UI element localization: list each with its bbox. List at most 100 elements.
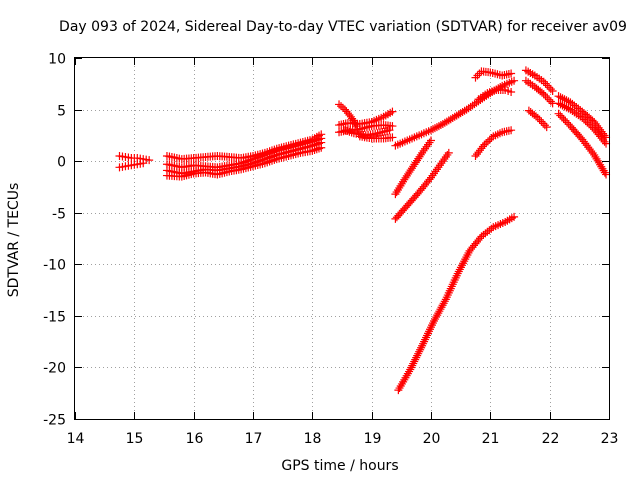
data-point bbox=[428, 125, 437, 134]
data-point bbox=[441, 153, 450, 162]
data-point bbox=[440, 297, 449, 306]
data-point bbox=[507, 88, 516, 97]
chart-title: Day 093 of 2024, Sidereal Day-to-day VTE… bbox=[59, 19, 627, 35]
data-point bbox=[537, 88, 546, 97]
data-point bbox=[413, 351, 422, 360]
data-series-24 bbox=[554, 109, 611, 179]
data-point bbox=[401, 373, 410, 382]
data-point bbox=[415, 347, 424, 356]
data-point bbox=[483, 137, 492, 146]
data-point bbox=[395, 384, 404, 393]
data-point bbox=[423, 331, 432, 340]
data-point bbox=[432, 123, 441, 132]
data-series-14 bbox=[474, 85, 516, 104]
data-point bbox=[424, 140, 433, 149]
data-series-20 bbox=[521, 76, 557, 108]
data-point bbox=[545, 95, 554, 104]
data-point bbox=[480, 140, 489, 149]
y-tick-label: -20 bbox=[43, 361, 66, 377]
data-point bbox=[444, 148, 453, 157]
data-point bbox=[424, 329, 433, 338]
data-layer bbox=[115, 66, 611, 395]
data-series-11 bbox=[355, 132, 397, 143]
data-point bbox=[600, 137, 609, 146]
data-point bbox=[388, 107, 397, 116]
data-series-18 bbox=[394, 212, 519, 395]
data-point bbox=[419, 146, 428, 155]
data-point bbox=[437, 159, 446, 168]
data-point bbox=[539, 77, 548, 86]
data-point bbox=[435, 161, 444, 170]
data-point bbox=[412, 353, 421, 362]
data-point bbox=[562, 103, 571, 112]
data-point bbox=[400, 375, 409, 384]
data-point bbox=[532, 112, 541, 121]
data-point bbox=[409, 359, 418, 368]
data-point bbox=[461, 255, 470, 264]
data-point bbox=[602, 139, 611, 148]
data-point bbox=[507, 69, 516, 78]
data-point bbox=[473, 71, 482, 80]
y-axis-label: SDTVAR / TECUs bbox=[6, 183, 22, 298]
data-point bbox=[408, 361, 417, 370]
data-point bbox=[475, 69, 484, 78]
data-point bbox=[537, 117, 546, 126]
y-tick-label: -25 bbox=[43, 413, 66, 429]
y-tick-label: 10 bbox=[48, 52, 66, 68]
data-point bbox=[402, 371, 411, 380]
data-point bbox=[385, 126, 394, 135]
data-point bbox=[463, 251, 472, 260]
data-point bbox=[428, 319, 437, 328]
data-point bbox=[388, 122, 397, 131]
data-point bbox=[438, 157, 447, 166]
x-tick-label: 18 bbox=[304, 431, 322, 447]
data-point bbox=[411, 355, 420, 364]
data-point bbox=[428, 171, 437, 180]
plot-frame bbox=[74, 57, 610, 420]
data-series-1 bbox=[115, 151, 154, 165]
data-point bbox=[397, 379, 406, 388]
x-tick-label: 20 bbox=[423, 431, 441, 447]
data-point bbox=[395, 183, 404, 192]
data-point bbox=[559, 115, 568, 124]
data-point bbox=[418, 341, 427, 350]
data-point bbox=[541, 91, 550, 100]
data-point bbox=[454, 267, 463, 276]
data-point bbox=[453, 269, 462, 278]
data-point bbox=[145, 156, 154, 165]
data-point bbox=[427, 136, 435, 145]
data-point bbox=[456, 263, 465, 272]
data-point bbox=[558, 94, 567, 103]
data-point bbox=[422, 142, 431, 151]
data-point bbox=[475, 234, 484, 243]
data-point bbox=[388, 133, 397, 142]
data-point bbox=[419, 339, 428, 348]
data-point bbox=[397, 179, 406, 188]
data-point bbox=[563, 118, 572, 127]
data-series-21 bbox=[524, 106, 551, 132]
x-tick-label: 16 bbox=[186, 431, 204, 447]
data-series-2 bbox=[115, 159, 148, 172]
data-point bbox=[317, 143, 326, 152]
data-series-23 bbox=[554, 99, 611, 148]
data-point bbox=[427, 323, 435, 332]
data-point bbox=[482, 138, 491, 147]
data-point bbox=[554, 99, 563, 108]
x-tick-label: 19 bbox=[364, 431, 382, 447]
data-series-15 bbox=[391, 136, 435, 199]
data-point bbox=[410, 357, 419, 366]
y-tick-label: -5 bbox=[52, 207, 66, 223]
data-point bbox=[556, 100, 565, 109]
data-point bbox=[462, 253, 471, 262]
x-tick-label: 21 bbox=[482, 431, 500, 447]
data-point bbox=[434, 163, 443, 172]
data-point bbox=[394, 386, 403, 395]
y-tick-label: -10 bbox=[43, 258, 66, 274]
data-point bbox=[337, 102, 346, 111]
data-point bbox=[542, 123, 551, 132]
data-series-13 bbox=[471, 67, 516, 82]
tick-layer: 14 15 16 17 18 19 20 21 22 23 -25 -20 -15 -10 -5 0 5 10 bbox=[43, 52, 618, 448]
data-point bbox=[422, 333, 431, 342]
